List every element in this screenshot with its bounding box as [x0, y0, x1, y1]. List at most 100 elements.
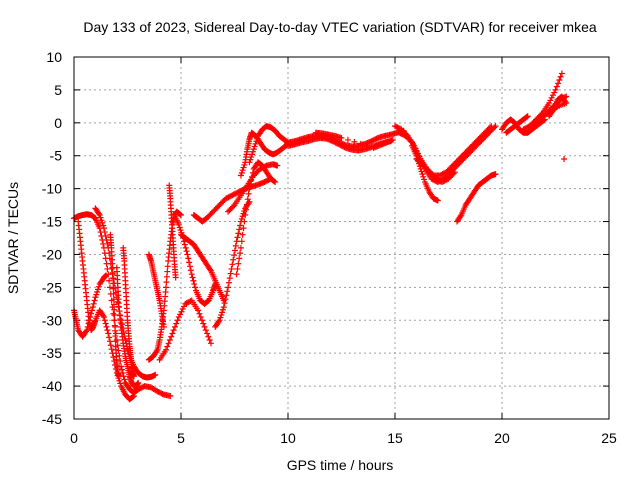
- data-point: [236, 226, 243, 233]
- series-1: [71, 211, 174, 399]
- data-point: [107, 342, 114, 349]
- data-point: [118, 366, 125, 373]
- data-point: [357, 140, 364, 147]
- data-point: [237, 250, 244, 257]
- data-point: [196, 310, 203, 317]
- data-point: [130, 393, 137, 400]
- data-point: [206, 337, 213, 344]
- data-point: [85, 320, 92, 327]
- data-point: [246, 159, 253, 166]
- series-8: [145, 208, 184, 363]
- series-13: [178, 231, 227, 304]
- data-point: [135, 379, 142, 386]
- data-point: [407, 138, 414, 145]
- x-tick-label: 15: [387, 430, 403, 446]
- data-point: [180, 303, 187, 310]
- data-point: [95, 283, 102, 290]
- data-point: [87, 313, 94, 320]
- data-point: [233, 238, 240, 245]
- series-32: [546, 93, 570, 120]
- data-point: [188, 271, 195, 278]
- data-point: [105, 330, 112, 337]
- series-11: [156, 297, 214, 363]
- data-point: [110, 285, 117, 292]
- data-point: [201, 323, 208, 330]
- data-point: [225, 284, 232, 291]
- series-17: [225, 161, 281, 215]
- y-tick-label: 10: [46, 49, 62, 65]
- data-point: [117, 380, 124, 387]
- data-point: [110, 290, 117, 297]
- data-point: [239, 231, 246, 238]
- data-point: [204, 330, 211, 337]
- y-tick-label: -5: [50, 148, 63, 164]
- data-point: [181, 241, 188, 248]
- data-point: [111, 312, 118, 319]
- data-point: [101, 317, 108, 324]
- data-point: [274, 162, 281, 169]
- y-axis-label: SDTVAR / TECUs: [5, 182, 21, 294]
- data-point: [108, 346, 115, 353]
- data-point: [108, 265, 115, 272]
- data-point: [492, 171, 499, 178]
- data-point: [97, 214, 104, 221]
- series-29: [503, 113, 531, 136]
- data-point: [457, 213, 464, 220]
- data-point: [557, 73, 564, 80]
- data-point: [492, 123, 499, 130]
- data-point: [91, 297, 98, 304]
- data-point: [112, 330, 119, 337]
- y-tick-labels: -45 -40 -35 -30 -25 -20 -15 -10 -5 0 5 10: [42, 49, 62, 427]
- data-point: [549, 92, 556, 99]
- data-point: [184, 251, 191, 258]
- data-point: [111, 322, 118, 329]
- data-point: [164, 268, 171, 275]
- data-point: [172, 323, 179, 330]
- data-point: [164, 263, 171, 270]
- data-point: [189, 274, 196, 281]
- data-point: [242, 211, 249, 218]
- data-point: [338, 134, 345, 141]
- data-point: [235, 260, 242, 267]
- data-point: [99, 219, 106, 226]
- data-point: [112, 327, 119, 334]
- data-point: [106, 338, 113, 345]
- data-point: [185, 255, 192, 262]
- data-point: [450, 170, 457, 177]
- data-point: [121, 376, 128, 383]
- y-tick-label: 5: [54, 82, 62, 98]
- data-point: [238, 169, 245, 176]
- data-point: [163, 279, 170, 286]
- data-point: [217, 314, 224, 321]
- data-point: [130, 392, 137, 399]
- data-point: [216, 317, 223, 324]
- data-point: [237, 222, 244, 229]
- data-point: [272, 179, 279, 186]
- data-point: [234, 234, 241, 241]
- data-point: [237, 172, 244, 179]
- y-tick-label: -15: [42, 214, 62, 230]
- data-point: [94, 288, 101, 295]
- series-2: [75, 218, 137, 403]
- data-point: [229, 261, 236, 268]
- data-point: [109, 269, 116, 276]
- data-point: [561, 156, 568, 163]
- data-point: [164, 343, 171, 350]
- data-point: [552, 86, 559, 93]
- data-point: [244, 196, 251, 203]
- data-point: [234, 265, 241, 272]
- series-23: [392, 123, 495, 179]
- data-point: [547, 97, 554, 104]
- chart-title: Day 133 of 2023, Sidereal Day-to-day VTE…: [83, 19, 596, 35]
- data-point: [163, 273, 170, 280]
- axis-ticks: [73, 56, 610, 420]
- data-point: [200, 320, 207, 327]
- data-point: [236, 255, 243, 262]
- data-point: [178, 308, 185, 315]
- data-point: [167, 392, 174, 399]
- data-point: [109, 275, 116, 282]
- data-point: [130, 373, 137, 380]
- x-tick-label: 20: [494, 430, 510, 446]
- y-tick-label: -20: [42, 246, 62, 262]
- data-point: [550, 106, 557, 113]
